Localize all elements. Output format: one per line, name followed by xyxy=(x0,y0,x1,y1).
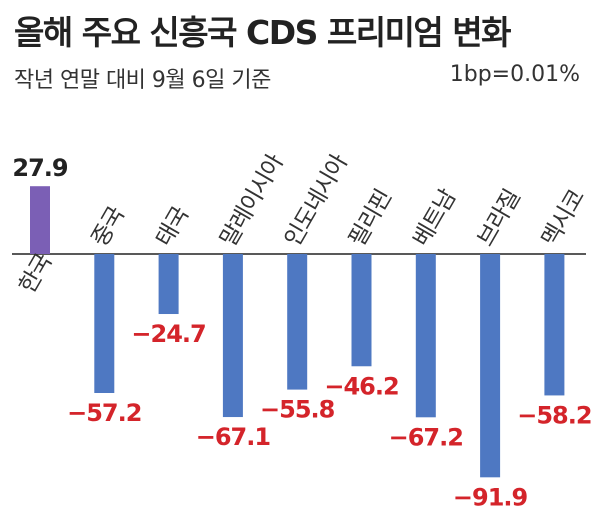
category-label: 한국 xyxy=(15,250,58,298)
category-label: 베트남 xyxy=(408,185,461,251)
category-label: 필리핀 xyxy=(344,186,397,251)
chart-title: 올해 주요 신흥국 CDS 프리미엄 변화 xyxy=(14,13,512,52)
bar xyxy=(351,254,372,367)
value-label: −58.2 xyxy=(517,401,591,429)
value-label: −67.1 xyxy=(196,423,271,451)
value-label: −55.8 xyxy=(260,396,335,424)
bar xyxy=(544,254,565,396)
category-label: 인도네시아 xyxy=(280,150,353,251)
bar xyxy=(415,254,436,418)
value-label: −57.2 xyxy=(67,399,141,427)
bar xyxy=(30,186,50,254)
bar xyxy=(480,254,501,478)
chart-subtitle: 작년 연말 대비 9월 6일 기준 xyxy=(14,68,271,93)
bar xyxy=(222,254,243,418)
value-label: −91.9 xyxy=(453,483,528,511)
value-label: −67.2 xyxy=(389,423,463,451)
category-label: 중국 xyxy=(87,203,130,251)
unit-note: 1bp=0.01% xyxy=(449,62,580,87)
value-label: −24.7 xyxy=(131,320,205,348)
bar xyxy=(287,254,308,390)
bar xyxy=(158,254,179,315)
value-label: −46.2 xyxy=(324,372,398,400)
bar xyxy=(94,254,115,393)
value-label: 27.9 xyxy=(12,154,68,182)
category-label: 말레이시아 xyxy=(216,150,289,251)
category-label: 브라질 xyxy=(473,186,526,251)
category-label: 태국 xyxy=(151,203,194,251)
category-label: 멕시코 xyxy=(537,186,590,251)
